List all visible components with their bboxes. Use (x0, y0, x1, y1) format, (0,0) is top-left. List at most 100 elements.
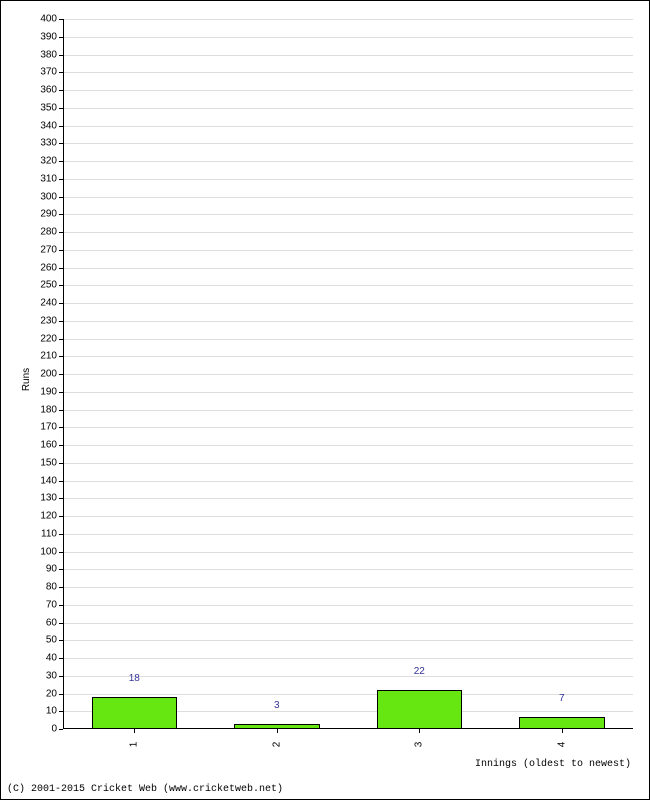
bar (92, 697, 178, 729)
ytick-label: 370 (40, 67, 57, 78)
ytick-label: 20 (46, 688, 57, 699)
ytick-label: 300 (40, 191, 57, 202)
xtick-label: 1 (129, 742, 140, 748)
ytick-label: 400 (40, 14, 57, 25)
ytick-label: 220 (40, 333, 57, 344)
gridline (63, 108, 633, 109)
ytick-label: 120 (40, 511, 57, 522)
ytick-label: 230 (40, 315, 57, 326)
ytick-label: 50 (46, 635, 57, 646)
ytick-label: 140 (40, 475, 57, 486)
ytick-label: 320 (40, 156, 57, 167)
ytick-label: 290 (40, 209, 57, 220)
ytick-label: 130 (40, 493, 57, 504)
gridline (63, 587, 633, 588)
ytick-label: 270 (40, 244, 57, 255)
ytick-label: 80 (46, 582, 57, 593)
gridline (63, 179, 633, 180)
ytick-label: 180 (40, 404, 57, 415)
gridline (63, 197, 633, 198)
xtick-mark (134, 729, 135, 733)
gridline (63, 516, 633, 517)
ytick-label: 310 (40, 173, 57, 184)
gridline (63, 268, 633, 269)
bar (519, 717, 605, 729)
ytick-label: 240 (40, 298, 57, 309)
gridline (63, 427, 633, 428)
y-axis-line (63, 19, 64, 729)
y-axis-label: Runs (21, 368, 32, 391)
ytick-label: 330 (40, 138, 57, 149)
gridline (63, 90, 633, 91)
gridline (63, 19, 633, 20)
xtick-label: 4 (556, 742, 567, 748)
bar (377, 690, 463, 729)
bar-value-label: 18 (129, 673, 140, 684)
x-axis-label: Innings (oldest to newest) (475, 759, 631, 770)
gridline (63, 374, 633, 375)
ytick-label: 360 (40, 85, 57, 96)
ytick-label: 150 (40, 457, 57, 468)
gridline (63, 321, 633, 322)
gridline (63, 694, 633, 695)
ytick-label: 100 (40, 546, 57, 557)
gridline (63, 232, 633, 233)
ytick-label: 280 (40, 227, 57, 238)
xtick-label: 2 (271, 742, 282, 748)
bar-value-label: 7 (559, 693, 565, 704)
ytick-label: 110 (41, 528, 57, 539)
ytick-label: 380 (40, 49, 57, 60)
xtick-mark (562, 729, 563, 733)
gridline (63, 481, 633, 482)
gridline (63, 623, 633, 624)
gridline (63, 37, 633, 38)
ytick-label: 200 (40, 369, 57, 380)
gridline (63, 410, 633, 411)
ytick-label: 10 (46, 706, 57, 717)
chart-frame: 0 10 20 30 40 50 60 70 80 90 100 110 120 130 140 150 160… (0, 0, 650, 800)
ytick-label: 160 (40, 440, 57, 451)
ytick-label: 190 (40, 386, 57, 397)
ytick-label: 0 (51, 724, 57, 735)
bar-value-label: 22 (414, 666, 425, 677)
xtick-label: 3 (414, 742, 425, 748)
ytick-label: 390 (40, 31, 57, 42)
ytick-label: 40 (46, 653, 57, 664)
gridline (63, 214, 633, 215)
gridline (63, 356, 633, 357)
ytick-label: 340 (40, 120, 57, 131)
xtick-mark (419, 729, 420, 733)
gridline (63, 161, 633, 162)
gridline (63, 676, 633, 677)
gridline (63, 339, 633, 340)
gridline (63, 640, 633, 641)
ytick-label: 260 (40, 262, 57, 273)
gridline (63, 285, 633, 286)
ytick-label: 170 (40, 422, 57, 433)
ytick-label: 90 (46, 564, 57, 575)
gridline (63, 534, 633, 535)
ytick-label: 60 (46, 617, 57, 628)
ytick-label: 250 (40, 280, 57, 291)
gridline (63, 143, 633, 144)
gridline (63, 658, 633, 659)
gridline (63, 445, 633, 446)
ytick-label: 70 (46, 599, 57, 610)
ytick-label: 350 (40, 102, 57, 113)
gridline (63, 552, 633, 553)
gridline (63, 569, 633, 570)
gridline (63, 463, 633, 464)
xtick-mark (277, 729, 278, 733)
gridline (63, 126, 633, 127)
plot-area: 0102030405060708090100110120130140150160… (63, 19, 633, 729)
bar-value-label: 3 (274, 700, 280, 711)
ytick-label: 210 (40, 351, 57, 362)
gridline (63, 498, 633, 499)
gridline (63, 72, 633, 73)
copyright-text: (C) 2001-2015 Cricket Web (www.cricketwe… (7, 784, 283, 795)
gridline (63, 392, 633, 393)
ytick-mark (59, 729, 63, 730)
ytick-label: 30 (46, 670, 57, 681)
gridline (63, 303, 633, 304)
gridline (63, 250, 633, 251)
